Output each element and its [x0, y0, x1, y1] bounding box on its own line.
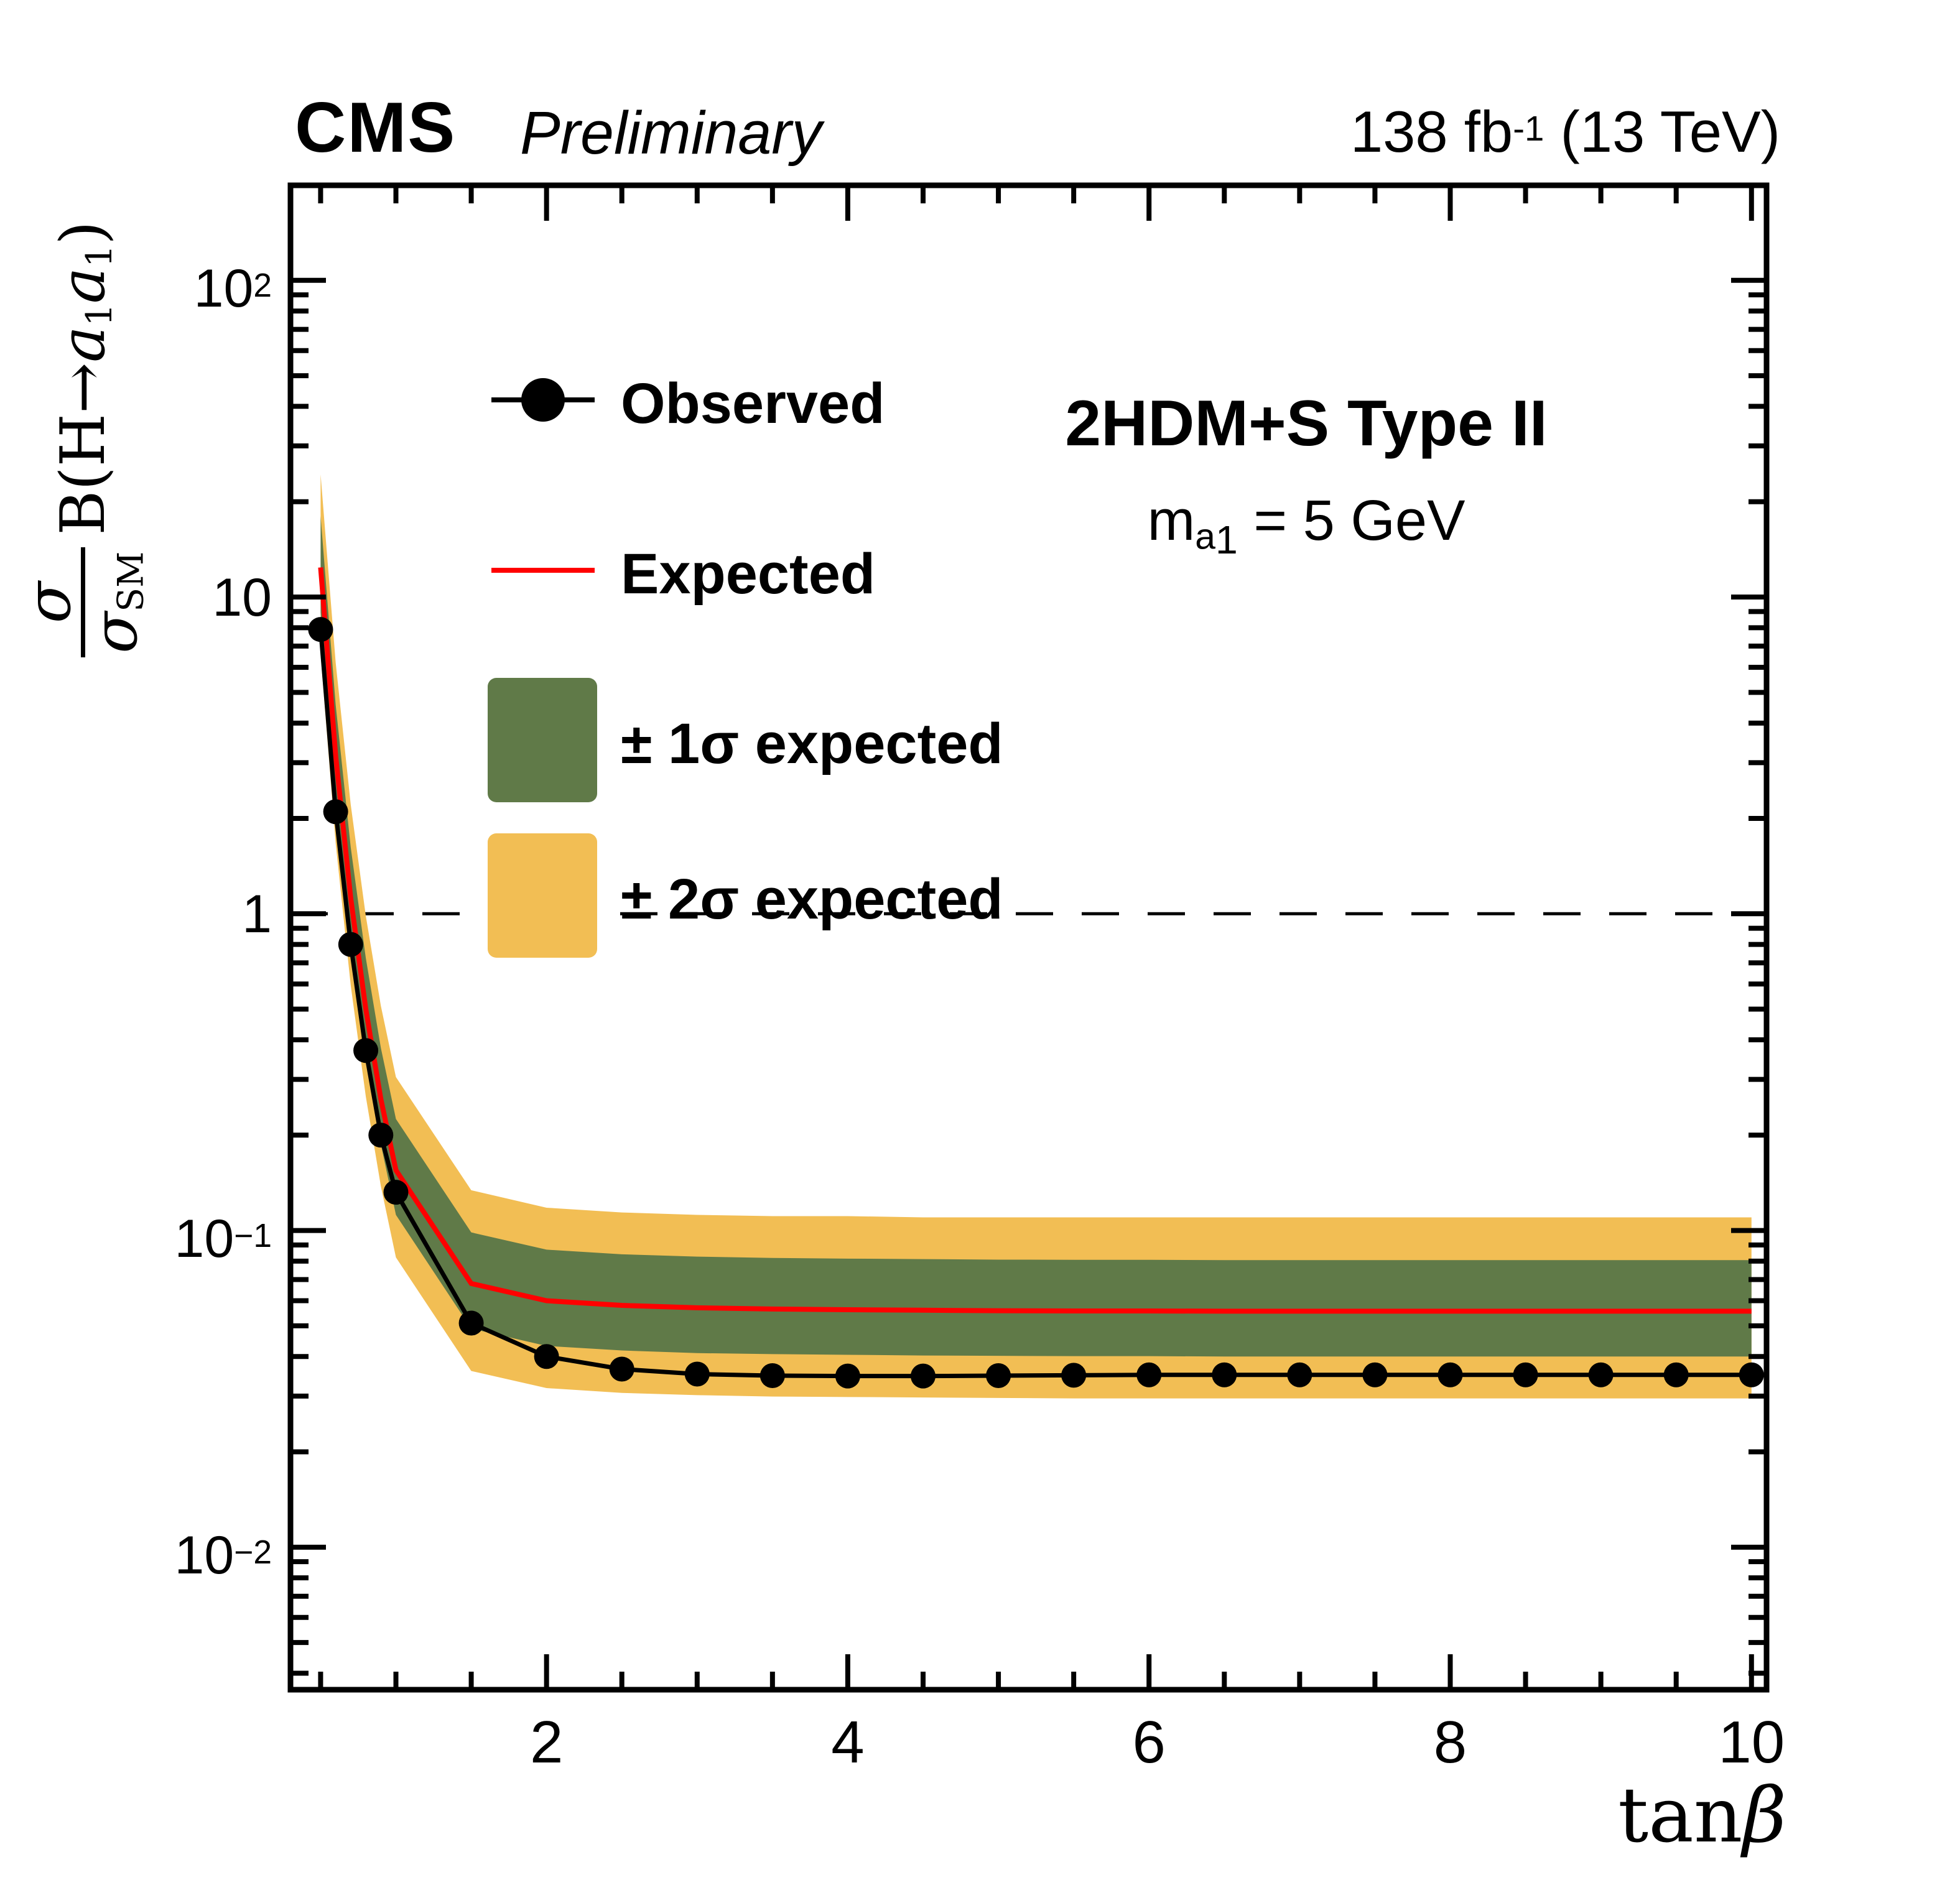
observed-marker — [534, 1344, 559, 1369]
lumi-suffix: (13 TeV) — [1544, 99, 1780, 164]
lumi-prefix: 138 fb — [1350, 99, 1513, 164]
fraction-numerator: σ — [14, 581, 85, 624]
luminosity-label: 138 fb-1 (13 TeV) — [1182, 98, 1780, 165]
y-tick-label: 10−1 — [174, 1208, 272, 1269]
observed-marker — [986, 1363, 1011, 1389]
x-tick-label: 4 — [831, 1709, 865, 1776]
observed-marker — [368, 1123, 394, 1148]
plot-frame — [287, 182, 1770, 1693]
observed-marker — [308, 617, 333, 642]
observed-marker — [1287, 1362, 1312, 1387]
mass-subscript: a — [1195, 516, 1215, 557]
preliminary-label: Preliminary — [520, 99, 822, 167]
cms-label: CMS — [295, 88, 457, 167]
observed-marker — [835, 1363, 860, 1389]
observed-marker — [353, 1038, 379, 1063]
observed-marker — [1513, 1362, 1538, 1387]
mass-value: = 5 GeV — [1237, 489, 1465, 552]
observed-marker — [1362, 1362, 1388, 1387]
observed-marker — [609, 1356, 634, 1382]
y-tick-label: 10 — [212, 568, 272, 628]
observed-marker — [1212, 1362, 1237, 1387]
observed-marker — [1739, 1362, 1764, 1387]
legend-2sigma-label: ± 2σ expected — [621, 868, 1003, 931]
observed-marker — [1663, 1362, 1689, 1387]
y-tick-label: 1 — [242, 884, 272, 945]
legend-expected-line — [491, 568, 595, 573]
observed-marker — [338, 932, 363, 957]
expected-line — [318, 567, 1752, 1314]
legend-swatch-2sigma — [488, 833, 597, 958]
y-tick-label: 102 — [193, 258, 272, 318]
x-tick-label: 6 — [1132, 1709, 1166, 1776]
x-tick-label: 2 — [529, 1709, 564, 1776]
legend-swatch-1sigma — [488, 678, 597, 802]
observed-marker — [323, 799, 348, 825]
model-title: 2HDM+S Type II — [1065, 387, 1548, 460]
x-tick-label: 8 — [1433, 1709, 1467, 1776]
legend-observed-marker — [521, 378, 565, 422]
observed-marker — [458, 1310, 484, 1336]
observed-marker — [1437, 1362, 1463, 1387]
legend-expected-label: Expected — [621, 542, 876, 606]
model-annotation: 2HDM+S Type II ma1 = 5 GeV — [970, 387, 1642, 563]
observed-marker — [684, 1361, 710, 1387]
observed-marker — [759, 1363, 785, 1389]
x-tick-label: 10 — [1718, 1709, 1785, 1776]
mass-label: ma1 = 5 GeV — [970, 488, 1642, 563]
legend-1sigma-label: ± 1σ expected — [621, 712, 1003, 776]
observed-marker — [1588, 1362, 1614, 1387]
mass-subsubscript: 1 — [1215, 517, 1238, 563]
x-axis-title: tanβ — [1618, 1771, 1786, 1859]
legend-observed-label: Observed — [621, 372, 885, 435]
y-tick-label: 10−2 — [174, 1525, 272, 1585]
observed-marker — [1136, 1362, 1162, 1387]
observed-marker — [1061, 1363, 1087, 1388]
observed-marker — [911, 1363, 936, 1389]
observed-line — [318, 629, 1752, 1379]
mass-symbol: m — [1147, 489, 1196, 552]
observed-marker — [383, 1180, 409, 1205]
lumi-superscript: -1 — [1513, 108, 1544, 148]
